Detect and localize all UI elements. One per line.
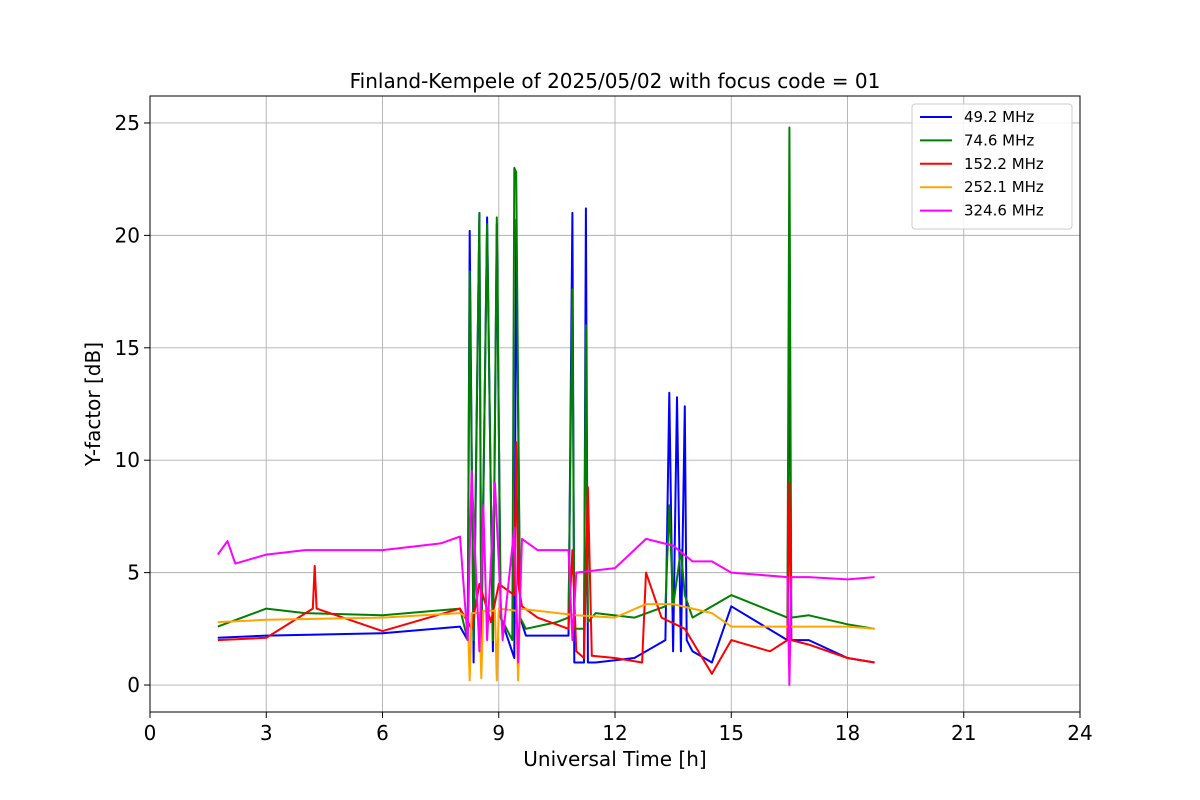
y-axis-label: Y-factor [dB] xyxy=(81,342,105,467)
series-lines xyxy=(216,126,875,686)
x-axis-label: Universal Time [h] xyxy=(523,747,706,771)
x-tick-label: 9 xyxy=(492,721,505,745)
legend-label: 252.1 MHz xyxy=(964,178,1044,196)
y-tick-label: 10 xyxy=(115,448,140,472)
legend-label: 324.6 MHz xyxy=(964,202,1044,220)
x-tick-label: 0 xyxy=(144,721,157,745)
x-tick-label: 24 xyxy=(1067,721,1092,745)
x-tick-label: 6 xyxy=(376,721,389,745)
x-tick-label: 18 xyxy=(835,721,860,745)
legend-label: 152.2 MHz xyxy=(964,155,1044,173)
legend-box xyxy=(911,103,1073,230)
x-tick-label: 3 xyxy=(260,721,273,745)
legend: 49.2 MHz 74.6 MHz 152.2 MHz 252.1 MHz 32… xyxy=(911,103,1073,230)
ticks: 0 3 6 9 12 15 18 21 24 0 5 10 15 20 25 xyxy=(115,111,1093,745)
x-tick-label: 12 xyxy=(602,721,627,745)
y-tick-label: 15 xyxy=(115,336,140,360)
x-tick-label: 15 xyxy=(719,721,744,745)
legend-label: 74.6 MHz xyxy=(964,131,1034,149)
y-tick-label: 20 xyxy=(115,223,140,247)
x-tick-label: 21 xyxy=(951,721,976,745)
legend-label: 49.2 MHz xyxy=(964,108,1034,126)
series-line-5 xyxy=(216,470,875,686)
y-tick-label: 5 xyxy=(127,561,140,585)
y-tick-label: 0 xyxy=(127,673,140,697)
chart-title: Finland-Kempele of 2025/05/02 with focus… xyxy=(350,69,881,93)
y-tick-label: 25 xyxy=(115,111,140,135)
